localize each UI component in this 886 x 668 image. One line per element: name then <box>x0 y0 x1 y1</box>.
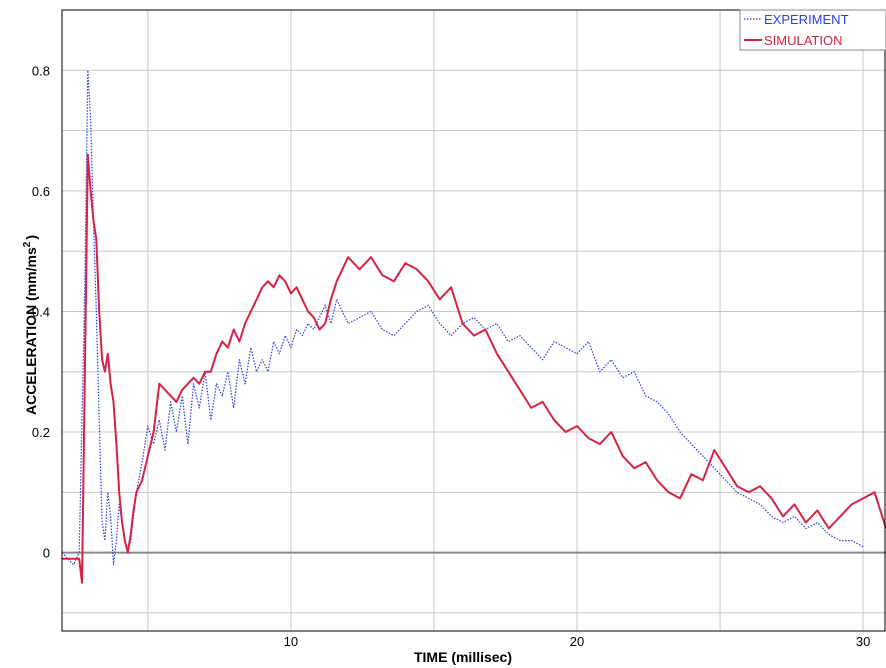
legend-box <box>739 9 886 51</box>
y-axis-title-end: ) <box>23 235 39 240</box>
series-layer <box>61 69 886 584</box>
y-tick-label: 0.2 <box>32 425 50 440</box>
legend: EXPERIMENT SIMULATION <box>739 9 886 51</box>
tick-labels: 10 20 30 0 0.2 0.4 0.6 0.8 <box>32 63 870 649</box>
y-axis-title-main: ACCELERATION (mm/ms <box>23 247 39 415</box>
legend-label-simulation: SIMULATION <box>764 33 843 48</box>
y-axis-title: ACCELERATION (mm/ms2) <box>22 235 39 415</box>
x-tick-label: 30 <box>856 634 870 649</box>
y-axis-title-superscript: 2 <box>22 241 33 247</box>
y-tick-label: 0.8 <box>32 63 50 78</box>
x-tick-label: 20 <box>570 634 584 649</box>
series-line-simulation <box>62 153 886 584</box>
y-tick-label: 0.4 <box>32 304 50 319</box>
series-line-experiment <box>61 69 864 566</box>
x-tick-label: 10 <box>284 634 298 649</box>
grid <box>62 10 886 631</box>
y-tick-label: 0 <box>43 546 50 561</box>
x-axis-title: TIME (millisec) <box>414 649 512 665</box>
y-tick-label: 0.6 <box>32 184 50 199</box>
plot-frame <box>61 9 886 632</box>
legend-label-experiment: EXPERIMENT <box>764 12 849 27</box>
